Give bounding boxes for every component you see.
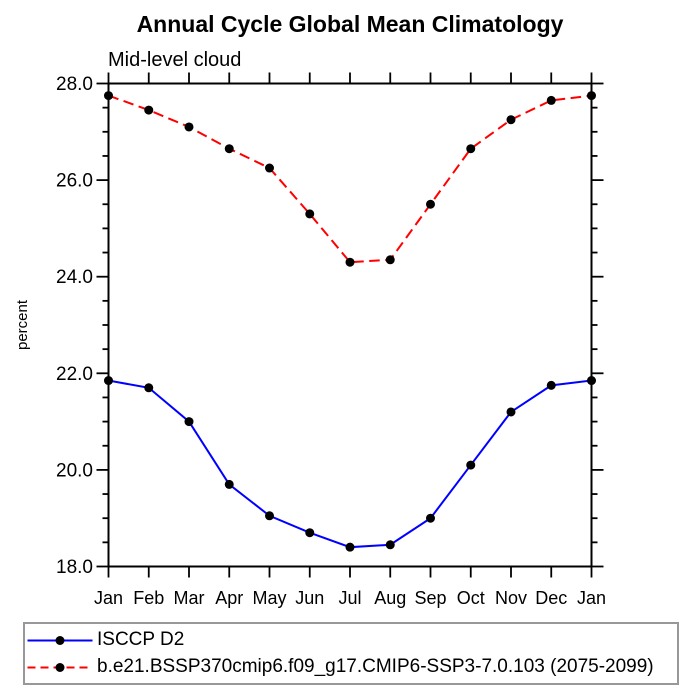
data-point <box>144 105 154 115</box>
data-point <box>546 380 556 390</box>
legend-marker <box>55 662 65 672</box>
data-point <box>184 417 194 427</box>
legend-label: ISCCP D2 <box>97 629 185 650</box>
x-tick-label: Apr <box>215 588 243 608</box>
x-tick-label: Aug <box>374 588 406 608</box>
data-point <box>506 407 516 417</box>
data-point <box>385 255 395 265</box>
x-tick-label: Sep <box>414 588 446 608</box>
data-point <box>385 540 395 550</box>
legend-label: b.e21.BSSP370cmip6.f09_g17.CMIP6-SSP3-7.… <box>97 656 654 677</box>
y-tick-label: 18.0 <box>56 557 93 578</box>
data-point <box>184 122 194 132</box>
data-point <box>466 144 476 154</box>
data-point <box>506 115 516 125</box>
chart-title: Annual Cycle Global Mean Climatology <box>136 11 564 37</box>
data-point <box>224 479 234 489</box>
data-point <box>587 91 596 101</box>
x-tick-label: Jun <box>295 588 324 608</box>
legend-box: ISCCP D2 b.e21.BSSP370cmip6.f09_g17.CMIP6… <box>23 622 679 685</box>
x-tick-label: Mar <box>174 588 205 608</box>
data-point <box>345 257 355 267</box>
y-tick-label: 28.0 <box>56 74 93 95</box>
data-point <box>265 511 274 521</box>
data-point <box>104 91 113 101</box>
legend-line-sample <box>27 635 93 645</box>
data-point <box>305 528 315 538</box>
x-tick-label: Nov <box>495 588 527 608</box>
data-point <box>224 144 234 154</box>
data-point <box>345 542 355 552</box>
legend-item-0: ISCCP D2 <box>26 627 677 654</box>
data-point <box>104 376 113 386</box>
x-tick-label: Jan <box>577 588 606 608</box>
data-point <box>546 95 556 105</box>
data-point <box>265 163 274 173</box>
data-point <box>144 383 154 393</box>
data-point <box>305 209 315 219</box>
y-axis-title: percent <box>14 299 31 350</box>
x-tick-label: Oct <box>457 588 485 608</box>
legend-marker <box>55 635 65 645</box>
x-tick-label: Feb <box>133 588 164 608</box>
x-tick-label: Jan <box>94 588 123 608</box>
y-tick-label: 24.0 <box>56 267 93 288</box>
y-tick-label: 22.0 <box>56 364 93 385</box>
x-tick-label: Jul <box>338 588 361 608</box>
series-line-1 <box>108 94 592 264</box>
x-tick-label: Dec <box>535 588 567 608</box>
series-line-0 <box>108 379 592 549</box>
plot-area: Jan Feb Mar Apr May Jun Jul Aug Sep Oct Nov Dec Jan1… <box>14 72 606 608</box>
y-tick-label: 26.0 <box>56 171 93 192</box>
data-point <box>426 513 435 523</box>
x-tick-label: May <box>252 588 286 608</box>
data-point <box>466 460 476 470</box>
y-tick-label: 20.0 <box>56 460 93 481</box>
chart-subtitle: Mid-level cloud <box>108 49 242 71</box>
legend-line-sample <box>27 662 93 672</box>
data-point <box>587 376 596 386</box>
legend-item-1: b.e21.BSSP370cmip6.f09_g17.CMIP6-SSP3-7.… <box>26 654 677 681</box>
data-point <box>426 199 435 209</box>
